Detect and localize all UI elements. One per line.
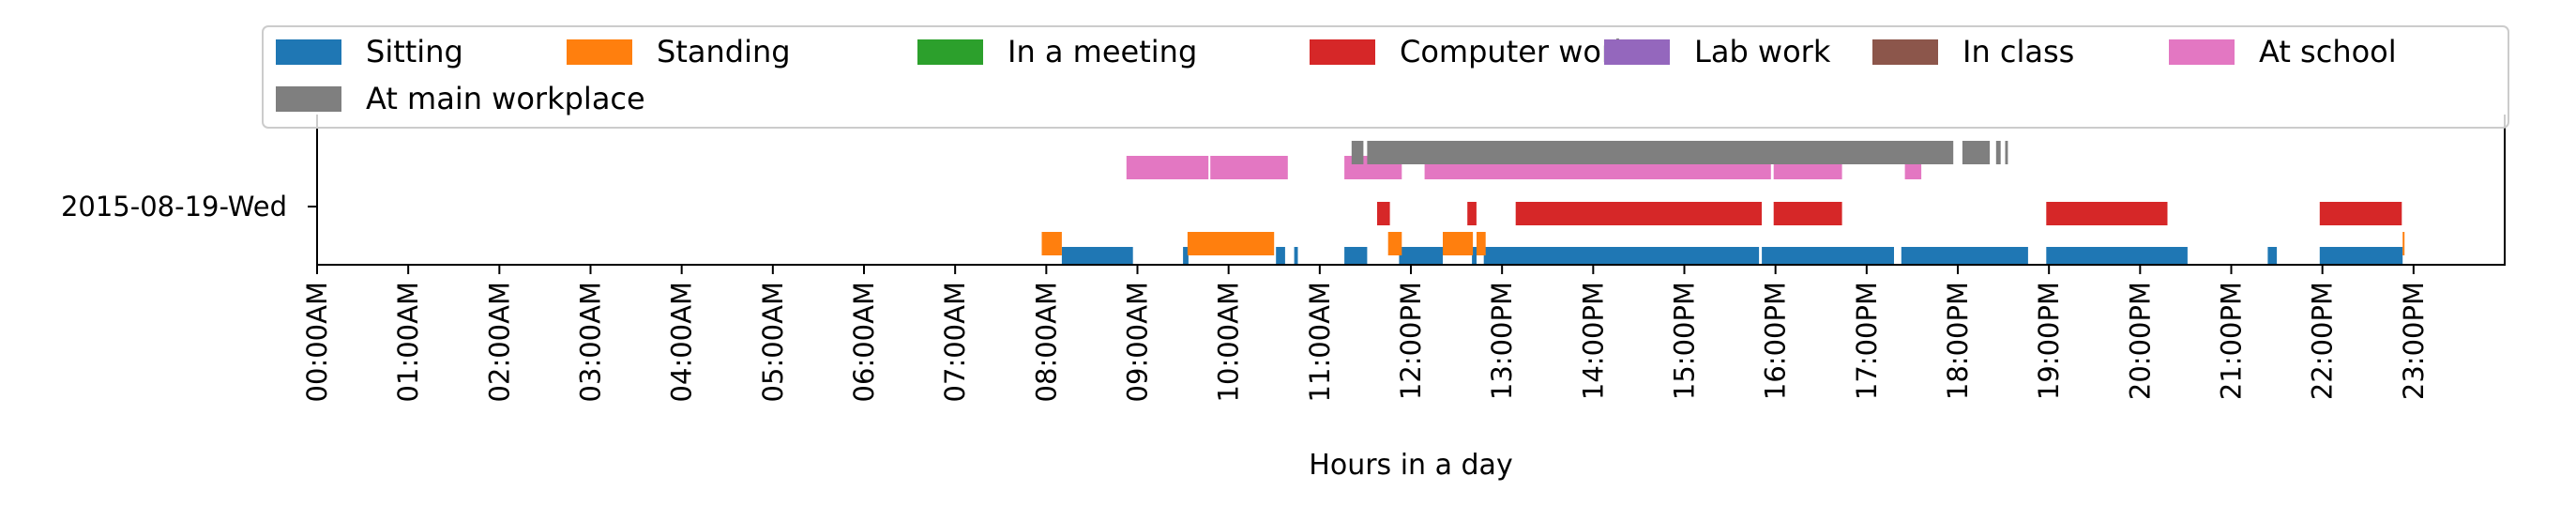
- x-tick-label: 10:00AM: [1213, 282, 1245, 402]
- bar-at-main-workplace: [1351, 141, 1364, 164]
- bar-computer-work: [1467, 202, 1477, 225]
- bar-computer-work: [2319, 202, 2402, 225]
- x-tick-label: 11:00AM: [1304, 282, 1336, 402]
- x-tick-label: 01:00AM: [392, 282, 424, 402]
- legend-label-computer-work: Computer work: [1400, 34, 1631, 69]
- bar-sitting: [1344, 247, 1368, 266]
- x-tick-label: 20:00PM: [2124, 282, 2156, 400]
- bar-sitting: [1901, 247, 2028, 266]
- bar-at-school: [1126, 156, 1209, 179]
- legend-label-at-school: At school: [2259, 34, 2397, 69]
- bar-sitting: [1294, 247, 1298, 266]
- bar-at-main-workplace: [1962, 141, 1991, 164]
- activity-bars: [1041, 141, 2405, 266]
- bar-sitting: [1472, 247, 1477, 266]
- bar-at-main-workplace: [1367, 141, 1954, 164]
- legend: Sitting Standing In a meeting Computer work…: [262, 25, 2509, 129]
- bar-standing: [1187, 232, 1275, 255]
- legend-label-at-main-workplace: At main workplace: [366, 81, 645, 116]
- bar-sitting: [2046, 247, 2188, 266]
- bar-sitting: [2319, 247, 2403, 266]
- legend-frame: [262, 25, 2509, 129]
- legend-label-standing: Standing: [657, 34, 791, 69]
- x-tick-label: 07:00AM: [939, 282, 971, 402]
- bar-sitting: [1762, 247, 1894, 266]
- bar-sitting: [1483, 247, 1760, 266]
- bar-computer-work: [1515, 202, 1762, 225]
- bar-at-main-workplace: [2005, 141, 2008, 164]
- legend-swatch-at-main-workplace: [276, 86, 341, 112]
- x-tick-label: 17:00PM: [1851, 282, 1883, 400]
- x-tick-label: 23:00PM: [2398, 282, 2430, 400]
- bar-computer-work: [1773, 202, 1842, 225]
- bar-sitting: [2267, 247, 2278, 266]
- x-tick-label: 05:00AM: [757, 282, 789, 402]
- legend-swatch-sitting: [276, 39, 341, 65]
- bar-sitting: [1183, 247, 1189, 266]
- x-tick-label: 00:00AM: [301, 282, 333, 402]
- legend-swatch-at-school: [2169, 39, 2235, 65]
- y-tick-label: 2015-08-19-Wed: [61, 191, 287, 223]
- bar-computer-work: [1377, 202, 1390, 225]
- legend-swatch-computer-work: [1310, 39, 1375, 65]
- x-axis-label: Hours in a day: [1309, 449, 1512, 482]
- bar-standing: [1443, 232, 1474, 255]
- bar-standing: [1041, 232, 1062, 255]
- x-tick-label: 21:00PM: [2216, 282, 2248, 400]
- x-tick-label: 14:00PM: [1577, 282, 1609, 400]
- bar-sitting: [1399, 247, 1443, 266]
- legend-swatch-lab-work: [1604, 39, 1670, 65]
- bar-computer-work: [2046, 202, 2168, 225]
- legend-swatch-in-a-meeting: [917, 39, 983, 65]
- bar-standing: [1477, 232, 1486, 255]
- legend-label-sitting: Sitting: [366, 34, 463, 69]
- x-tick-label: 08:00AM: [1030, 282, 1062, 402]
- x-tick-label: 03:00AM: [575, 282, 607, 402]
- axes: 2015-08-19-Wed: [61, 115, 2506, 266]
- x-tick-label: 19:00PM: [2033, 282, 2065, 400]
- bar-at-main-workplace: [1995, 141, 2001, 164]
- x-tick-label: 09:00AM: [1122, 282, 1154, 402]
- bar-standing: [1387, 232, 1402, 255]
- x-tick-label: 04:00AM: [666, 282, 698, 402]
- bar-sitting: [1061, 247, 1133, 266]
- legend-label-in-class: In class: [1962, 34, 2074, 69]
- legend-label-in-a-meeting: In a meeting: [1008, 34, 1197, 69]
- x-tick-label: 18:00PM: [1942, 282, 1974, 400]
- legend-label-lab-work: Lab work: [1694, 34, 1831, 69]
- bar-sitting: [1276, 247, 1285, 266]
- x-tick-label: 06:00AM: [848, 282, 880, 402]
- x-tick-label: 22:00PM: [2307, 282, 2339, 400]
- bar-standing: [2402, 232, 2405, 255]
- x-tick-label: 12:00PM: [1395, 282, 1427, 400]
- legend-swatch-in-class: [1872, 39, 1938, 65]
- x-tick-label: 16:00PM: [1760, 282, 1792, 400]
- x-ticks: 00:00AM 01:00AM 02:00AM 03:00AM 04:00AM 05:00…: [301, 265, 2430, 402]
- bar-at-school: [1210, 156, 1288, 179]
- legend-swatch-standing: [567, 39, 632, 65]
- x-tick-label: 02:00AM: [483, 282, 515, 402]
- x-tick-label: 13:00PM: [1486, 282, 1518, 400]
- x-tick-label: 15:00PM: [1669, 282, 1701, 400]
